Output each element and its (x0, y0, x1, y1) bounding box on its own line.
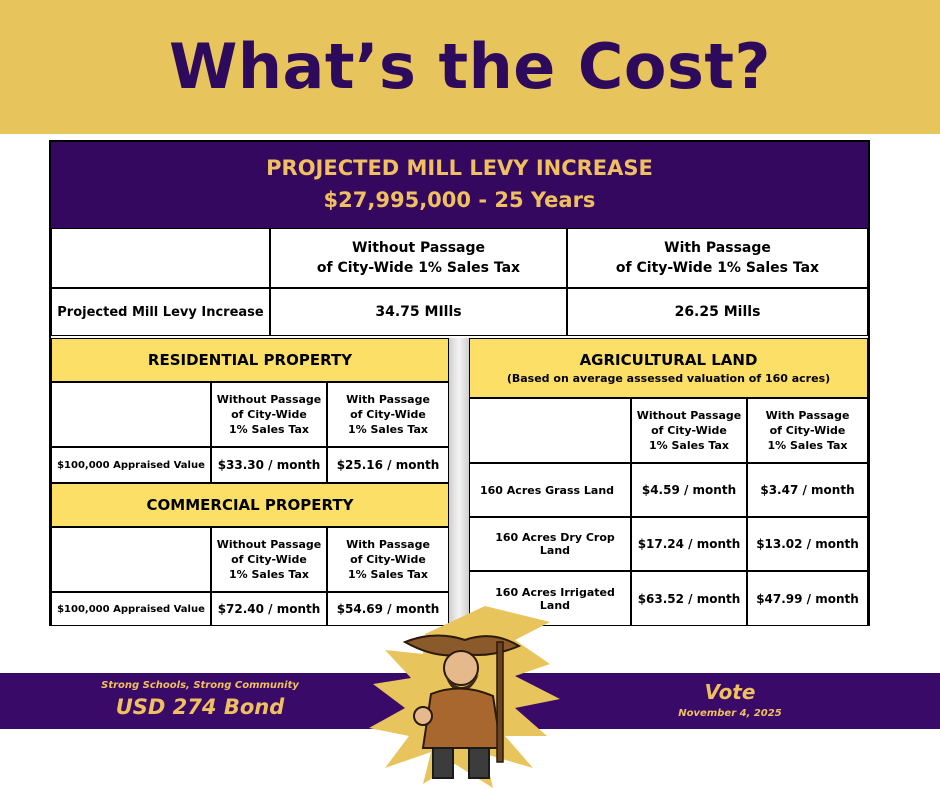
residential-col-without-line1: Without Passage (216, 393, 322, 406)
residential-col-without-line3: 1% Sales Tax (228, 423, 310, 436)
residential-col-with-line3: 1% Sales Tax (347, 423, 429, 436)
levy-col-with-line1: With Passage (664, 240, 771, 256)
residential-title: RESIDENTIAL PROPERTY (51, 338, 449, 382)
agricultural-col-without-line2: of City-Wide (651, 424, 727, 437)
agricultural-title: AGRICULTURAL LAND (579, 351, 758, 369)
agricultural-with-value: $47.99 / month (747, 571, 868, 626)
residential-col-with-line1: With Passage (346, 393, 430, 406)
agricultural-col-with-line1: With Passage (765, 409, 850, 422)
levy-col-with: With Passage of City-Wide 1% Sales Tax (567, 228, 868, 288)
levy-col-without: Without Passage of City-Wide 1% Sales Ta… (270, 228, 567, 288)
header-band (0, 0, 940, 134)
agricultural-without-value: $17.24 / month (631, 517, 747, 571)
agricultural-col-without: Without Passage of City-Wide 1% Sales Ta… (631, 398, 747, 463)
footer-bond: USD 274 Bond (115, 695, 285, 719)
agricultural-corner-cell (469, 398, 631, 463)
agricultural-col-without-line1: Without Passage (636, 409, 742, 422)
commercial-col-with-line1: With Passage (346, 538, 430, 551)
footer-tagline: Strong Schools, Strong Community (101, 680, 299, 691)
cost-table: PROJECTED MILL LEVY INCREASE $27,995,000… (49, 140, 870, 626)
levy-col-without-line1: Without Passage (351, 240, 485, 256)
commercial-col-without-line3: 1% Sales Tax (228, 568, 310, 581)
residential-row-label: $100,000 Appraised Value (51, 447, 211, 483)
agricultural-col-with: With Passage of City-Wide 1% Sales Tax (747, 398, 868, 463)
levy-header: PROJECTED MILL LEVY INCREASE $27,995,000… (51, 142, 868, 228)
commercial-col-with: With Passage of City-Wide 1% Sales Tax (327, 527, 449, 592)
levy-subtitle: $27,995,000 - 25 Years (323, 188, 596, 212)
commercial-with-value: $54.69 / month (327, 592, 449, 626)
levy-corner-cell (51, 228, 270, 288)
commercial-col-without: Without Passage of City-Wide 1% Sales Ta… (211, 527, 327, 592)
commercial-col-with-line2: of City-Wide (350, 553, 426, 566)
commercial-without-value: $72.40 / month (211, 592, 327, 626)
residential-col-with-line2: of City-Wide (350, 408, 426, 421)
section-divider (449, 338, 469, 626)
levy-with-value: 26.25 Mills (567, 288, 868, 336)
residential-with-value: $25.16 / month (327, 447, 449, 483)
levy-row-label: Projected Mill Levy Increase (51, 288, 270, 336)
levy-title: PROJECTED MILL LEVY INCREASE (266, 156, 653, 180)
agricultural-without-value: $4.59 / month (631, 463, 747, 517)
residential-corner-cell (51, 382, 211, 447)
levy-col-with-line2: of City-Wide 1% Sales Tax (615, 260, 820, 276)
commercial-col-without-line1: Without Passage (216, 538, 322, 551)
footer-date: November 4, 2025 (678, 708, 782, 719)
levy-col-without-line2: of City-Wide 1% Sales Tax (316, 260, 521, 276)
commercial-col-with-line3: 1% Sales Tax (347, 568, 429, 581)
page-title: What’s the Cost? (168, 30, 772, 103)
footer-vote: Vote (704, 680, 756, 704)
levy-without-value: 34.75 MIlls (270, 288, 567, 336)
commercial-col-without-line2: of City-Wide (231, 553, 307, 566)
agricultural-col-without-line3: 1% Sales Tax (648, 439, 730, 452)
commercial-title: COMMERCIAL PROPERTY (51, 483, 449, 527)
agricultural-row-label: 160 Acres Grass Land (469, 463, 631, 517)
residential-col-without-line2: of City-Wide (231, 408, 307, 421)
frontiersman-mascot-icon (369, 606, 560, 788)
agricultural-subtitle: (Based on average assessed valuation of … (506, 372, 831, 385)
residential-without-value: $33.30 / month (211, 447, 327, 483)
residential-col-without: Without Passage of City-Wide 1% Sales Ta… (211, 382, 327, 447)
agricultural-col-with-line2: of City-Wide (769, 424, 846, 437)
commercial-row-label: $100,000 Appraised Value (51, 592, 211, 626)
commercial-corner-cell (51, 527, 211, 592)
agricultural-without-value: $63.52 / month (631, 571, 747, 626)
residential-col-with: With Passage of City-Wide 1% Sales Tax (327, 382, 449, 447)
agricultural-col-with-line3: 1% Sales Tax (767, 439, 848, 452)
agricultural-with-value: $13.02 / month (747, 517, 868, 571)
agricultural-header: AGRICULTURAL LAND (Based on average asse… (469, 338, 868, 398)
agricultural-with-value: $3.47 / month (747, 463, 868, 517)
agricultural-row-label: 160 Acres Dry Crop Land (469, 517, 631, 571)
